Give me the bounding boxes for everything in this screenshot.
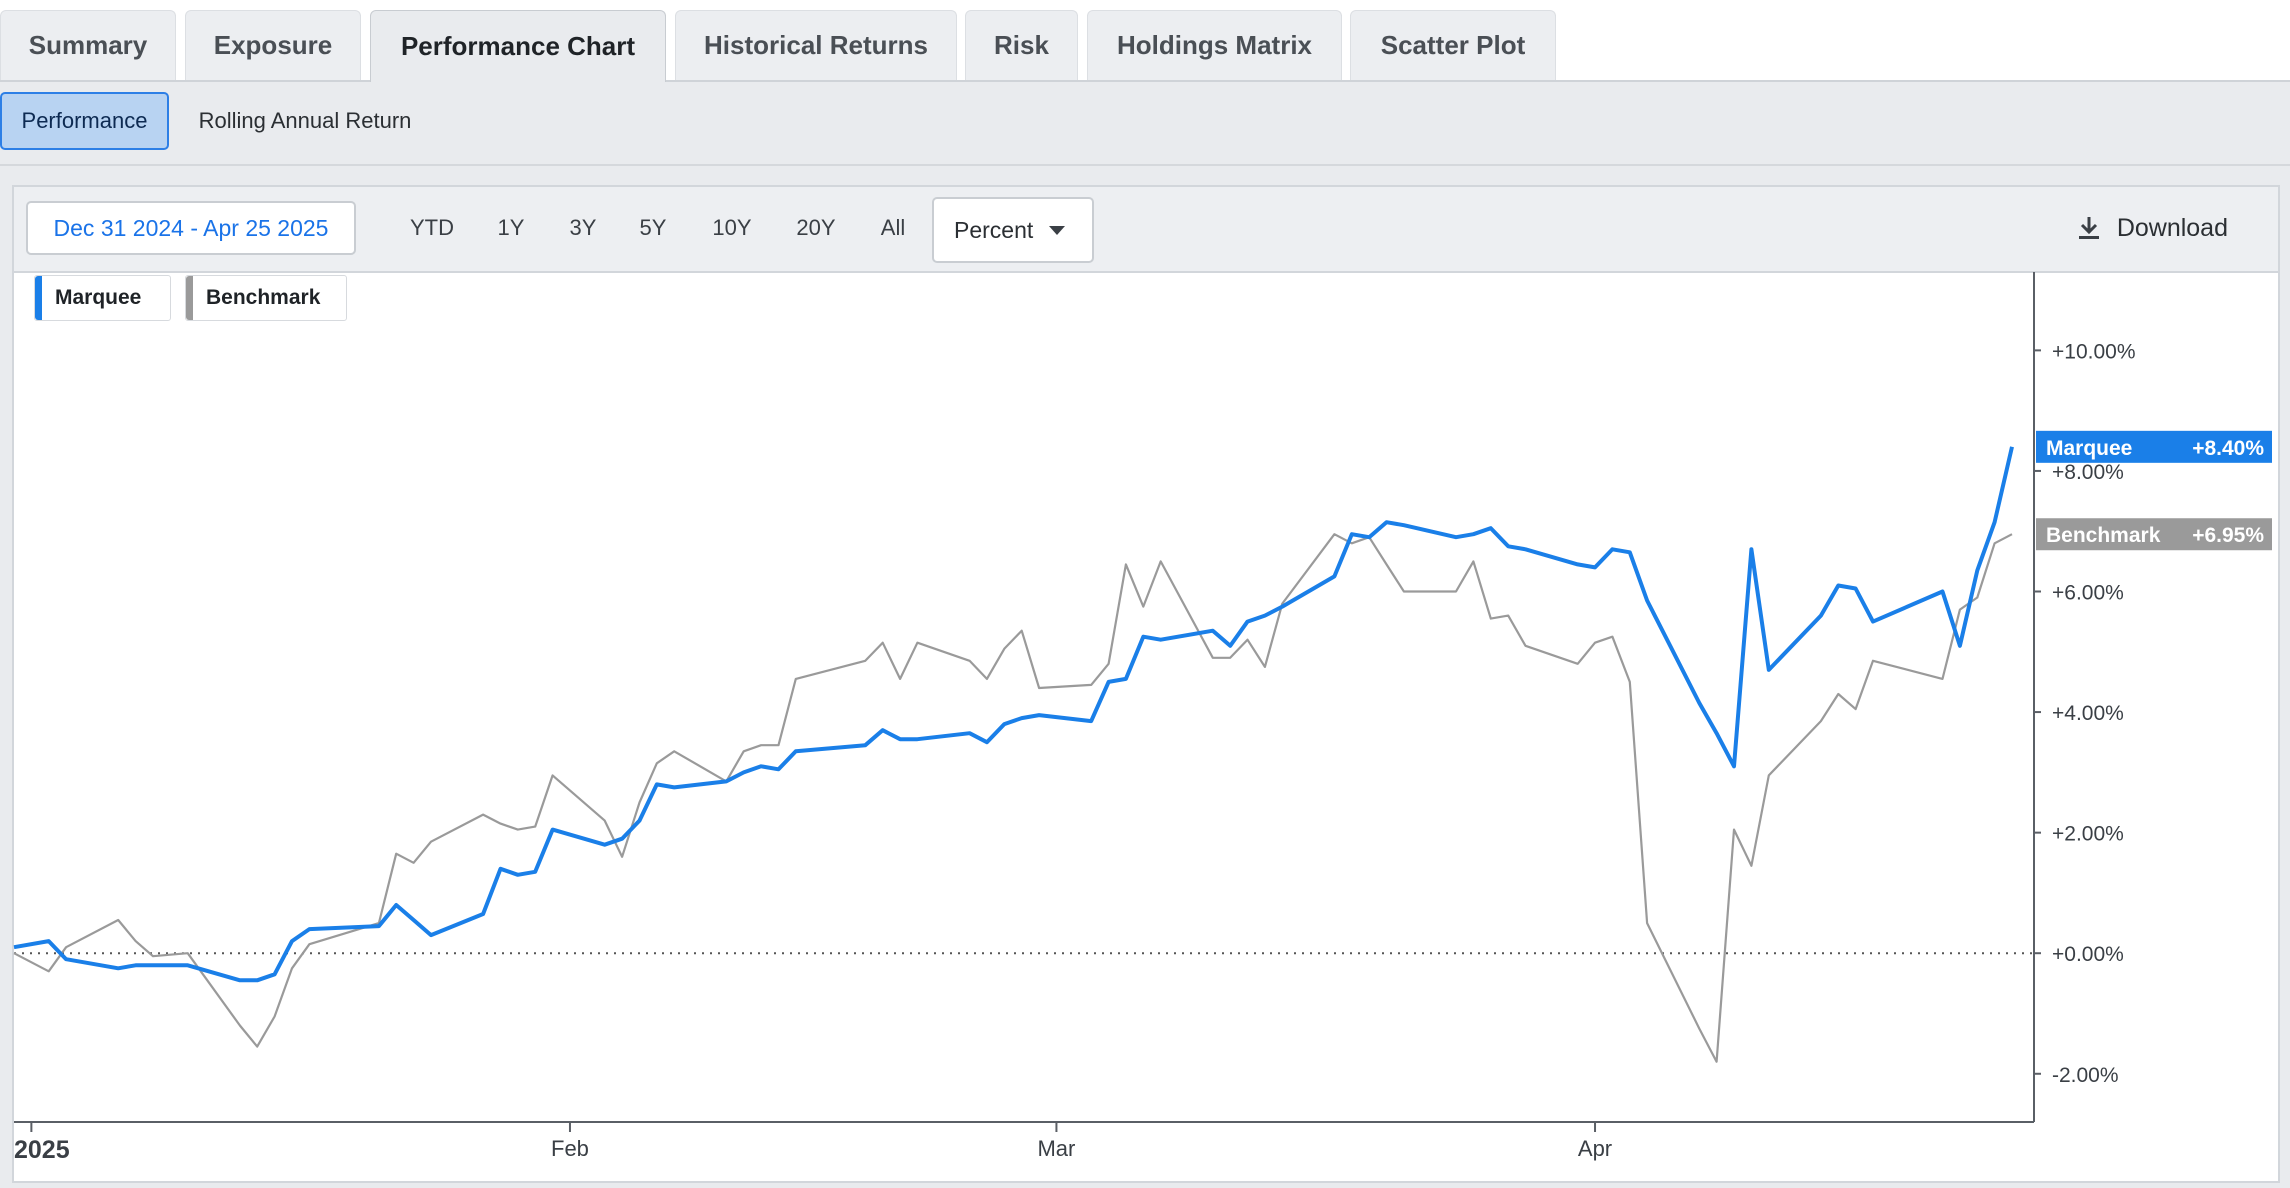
sub-tab-bar: Performance Rolling Annual Return [0,82,2290,166]
legend-marquee-swatch [35,276,42,320]
subtab-performance[interactable]: Performance [0,92,169,150]
download-label: Download [2116,213,2228,242]
subtab-rolling-annual-return[interactable]: Rolling Annual Return [198,108,412,133]
tab-exposure[interactable]: Exposure [185,10,361,80]
legend-benchmark-toggle[interactable]: Benchmark [185,275,347,321]
tab-risk[interactable]: Risk [965,10,1078,80]
tab-historical-returns[interactable]: Historical Returns [675,10,957,80]
tab-summary[interactable]: Summary [0,10,176,80]
download-icon [2078,217,2099,239]
date-range-picker[interactable]: Dec 31 2024 - Apr 25 2025 [26,201,356,255]
range-ytd-button[interactable]: YTD [410,215,454,240]
main-tab-bar: Summary Exposure Performance Chart Histo… [0,0,2290,82]
legend-marquee-label: Marquee [55,286,142,309]
chart-toolbar: Dec 31 2024 - Apr 25 2025 YTD 1Y 3Y 5Y 1… [14,187,2278,273]
display-mode-select[interactable]: Percent [932,197,1094,263]
range-10y-button[interactable]: 10Y [712,215,752,240]
legend-benchmark-label: Benchmark [206,286,321,309]
download-button[interactable]: Download [2077,201,2228,255]
chevron-down-icon [1049,225,1066,235]
tab-holdings-matrix[interactable]: Holdings Matrix [1087,10,1342,80]
range-3y-button[interactable]: 3Y [569,215,597,240]
range-5y-button[interactable]: 5Y [639,215,667,240]
range-20y-button[interactable]: 20Y [796,215,836,240]
range-1y-button[interactable]: 1Y [497,215,525,240]
display-mode-value: Percent [954,216,1034,243]
performance-card: Dec 31 2024 - Apr 25 2025 YTD 1Y 3Y 5Y 1… [12,185,2280,1183]
legend-benchmark-swatch [186,276,193,320]
tab-scatter-plot[interactable]: Scatter Plot [1350,10,1556,80]
range-all-button[interactable]: All [880,215,906,240]
tab-performance-chart[interactable]: Performance Chart [370,10,666,82]
legend-marquee-toggle[interactable]: Marquee [34,275,171,321]
